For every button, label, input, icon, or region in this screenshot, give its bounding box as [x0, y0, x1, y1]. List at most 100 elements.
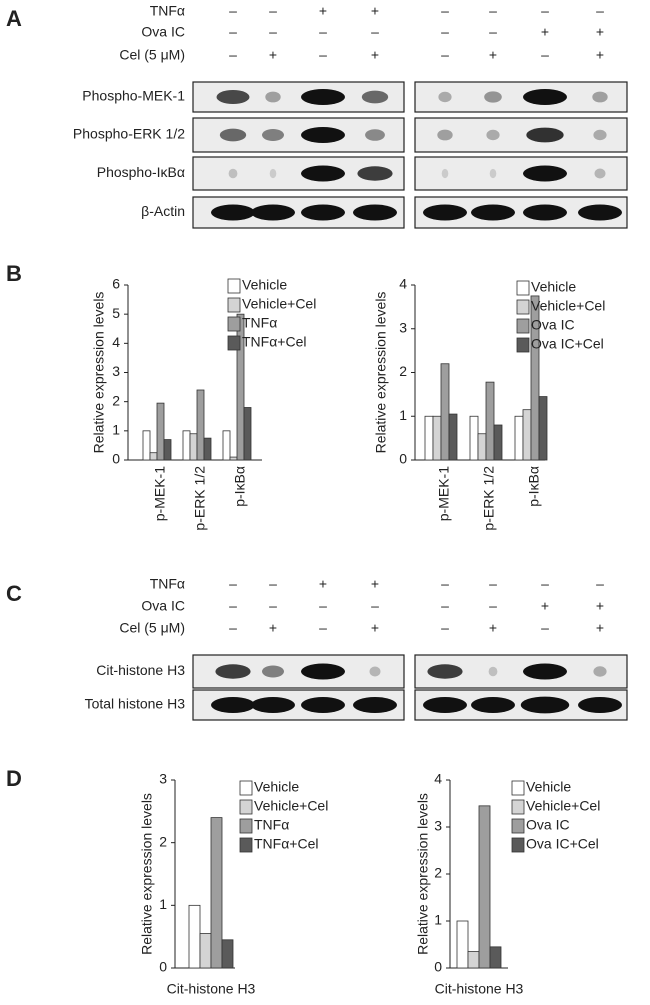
blot-row-label: Phospho-IκBα [97, 164, 185, 180]
blot-row-label: Total histone H3 [85, 696, 186, 712]
y-tick-label: 0 [434, 959, 442, 975]
treatment-sign: + [596, 620, 604, 636]
treatment-sign: – [489, 3, 497, 19]
blot-band [427, 664, 463, 679]
bar [236, 313, 245, 461]
panel-label: C [6, 581, 22, 606]
blot-band [369, 666, 381, 677]
legend-label: Vehicle [526, 779, 571, 795]
blot-frame [414, 117, 628, 153]
treatment-sign: – [269, 598, 277, 614]
x-tick-label: Cit-histone H3 [435, 981, 524, 997]
blot-band [262, 129, 284, 141]
blot-band [365, 129, 385, 141]
blot-band [594, 168, 606, 179]
bar [440, 363, 450, 461]
treatment-label: Cel (5 μM) [119, 620, 185, 636]
legend-swatch [227, 316, 241, 332]
legend-swatch [511, 837, 525, 853]
y-tick-label: 4 [399, 276, 407, 292]
treatment-sign: + [489, 47, 497, 63]
blot-band [488, 666, 498, 677]
bar [485, 381, 495, 461]
legend-swatch [239, 799, 253, 815]
bar [142, 430, 151, 461]
legend-label: Ova IC+Cel [531, 336, 604, 352]
blot-band [228, 168, 238, 179]
bar [448, 413, 458, 461]
treatment-sign: + [319, 576, 327, 592]
x-tick-label: Cit-histone H3 [167, 981, 256, 997]
bar [514, 415, 524, 461]
treatment-sign: – [489, 598, 497, 614]
bar [189, 433, 198, 461]
legend-label: Ova IC [531, 317, 575, 333]
blot-band [211, 204, 255, 221]
blot-band [301, 89, 345, 105]
treatment-sign: – [541, 576, 549, 592]
legend-swatch [239, 780, 253, 796]
bar [469, 415, 479, 461]
blot-band [484, 91, 502, 103]
treatment-sign: – [319, 47, 327, 63]
blot-band [353, 697, 397, 713]
blot-band [593, 666, 607, 677]
treatment-sign: – [229, 24, 237, 40]
blot-frame [414, 654, 628, 689]
treatment-label: Ova IC [141, 598, 185, 614]
panel-label: A [6, 6, 22, 31]
blot-band [301, 697, 345, 713]
treatment-sign: – [441, 598, 449, 614]
y-axis-label: Relative expression levels [415, 793, 431, 955]
legend-swatch [227, 335, 241, 351]
bar [243, 407, 252, 461]
blot-row-label: β-Actin [141, 203, 185, 219]
blot-band [211, 697, 255, 713]
blot-band [219, 128, 247, 142]
blot-band [357, 166, 393, 181]
blot-band [578, 204, 622, 221]
x-tick-label: p-IκBα [232, 466, 248, 507]
legend-swatch [511, 818, 525, 834]
treatment-sign: – [489, 24, 497, 40]
treatment-sign: – [441, 47, 449, 63]
treatment-sign: – [441, 620, 449, 636]
treatment-sign: – [229, 47, 237, 63]
bar [477, 433, 487, 461]
blot-band [265, 91, 281, 103]
treatment-sign: + [596, 598, 604, 614]
bar [222, 430, 231, 461]
legend-swatch [239, 837, 253, 853]
treatment-sign: – [319, 598, 327, 614]
legend-swatch [227, 278, 241, 294]
y-tick-label: 2 [112, 392, 120, 408]
bar [149, 452, 158, 461]
treatment-sign: + [371, 3, 379, 19]
blot-band [262, 665, 284, 678]
blot-frame [414, 156, 628, 191]
legend-label: TNFα+Cel [254, 836, 319, 852]
treatment-sign: + [269, 47, 277, 63]
y-tick-label: 6 [112, 276, 120, 292]
x-tick-label: p-MEK-1 [152, 466, 168, 521]
blot-band [438, 91, 452, 103]
blot-band [526, 127, 564, 143]
treatment-sign: – [441, 24, 449, 40]
y-tick-label: 3 [434, 818, 442, 834]
bar [196, 389, 205, 461]
legend-swatch [511, 780, 525, 796]
treatment-sign: – [269, 576, 277, 592]
blot-band [353, 204, 397, 221]
legend-swatch [516, 280, 530, 296]
legend-swatch [516, 318, 530, 334]
treatment-sign: – [541, 3, 549, 19]
y-tick-label: 2 [399, 363, 407, 379]
treatment-sign: – [441, 3, 449, 19]
y-tick-label: 1 [399, 407, 407, 423]
y-tick-label: 0 [159, 959, 167, 975]
blot-band [441, 168, 449, 179]
treatment-sign: – [371, 598, 379, 614]
blot-band [301, 127, 345, 143]
y-tick-label: 0 [112, 451, 120, 467]
bar [163, 439, 172, 461]
